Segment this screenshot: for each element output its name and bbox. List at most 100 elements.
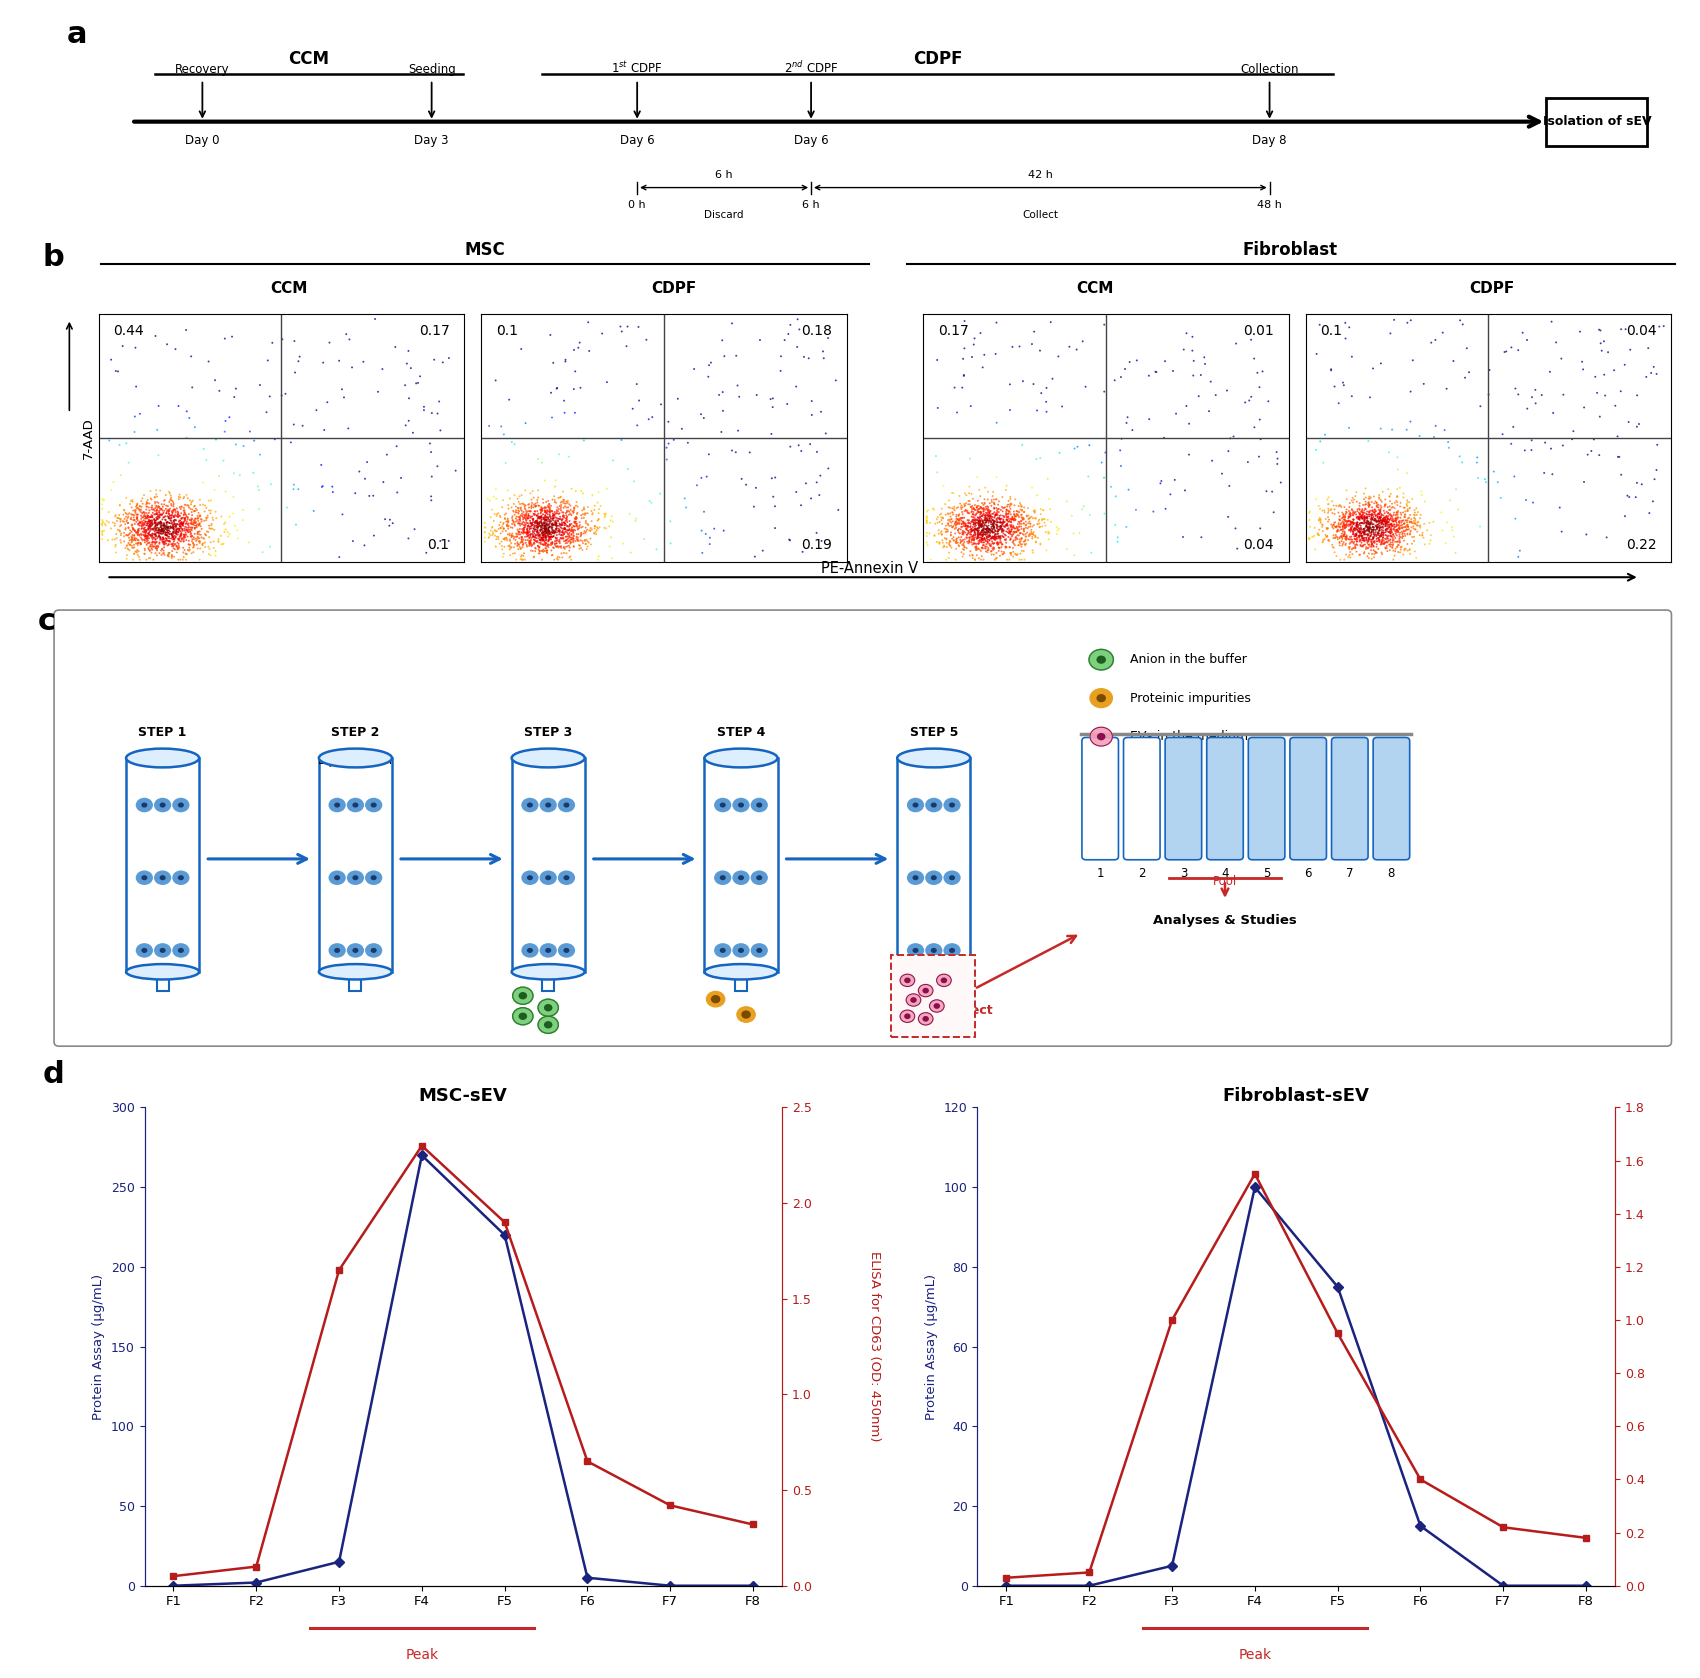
Point [937,495,964,522]
Text: 3: 3 [1180,868,1187,881]
Point [1022,505,1049,532]
Point [502,524,529,550]
Circle shape [736,1007,755,1022]
Point [184,520,211,547]
Point [994,507,1022,534]
Point [474,485,502,512]
Point [530,505,558,532]
Point [139,507,167,534]
Point [576,337,604,364]
Point [544,500,571,527]
Point [967,500,994,527]
Point [1350,500,1377,527]
Point [144,510,172,537]
Point [532,493,559,520]
Point [517,507,544,534]
Point [121,525,148,552]
Point [984,519,1012,545]
Point [945,505,972,532]
Point [510,503,537,530]
Point [994,519,1022,545]
Point [564,515,592,542]
Point [170,522,197,549]
Point [525,492,552,519]
Point [1365,497,1392,524]
Point [988,502,1015,529]
Point [1368,502,1396,529]
Point [505,495,532,522]
Circle shape [178,948,184,953]
Point [1028,513,1056,540]
Point [245,477,272,503]
Point [280,477,308,503]
Point [1365,513,1392,540]
Point [964,524,991,550]
Point [959,513,986,540]
Point [954,525,981,552]
Point [1115,477,1142,503]
Circle shape [172,797,189,812]
Point [928,510,955,537]
Point [512,492,539,519]
Point [955,529,983,555]
Point [1010,519,1037,545]
Point [1030,508,1057,535]
Point [955,529,983,555]
Point [1365,503,1392,530]
Point [507,545,534,572]
Point [143,500,170,527]
Point [1005,532,1032,559]
Point [1571,394,1598,421]
Point [510,530,537,557]
Point [134,520,162,547]
Point [153,482,180,508]
Point [984,513,1012,540]
Point [996,371,1023,398]
Point [162,503,189,530]
Point [207,503,235,530]
Point [959,495,986,522]
Point [1384,512,1411,539]
Point [410,396,437,423]
Point [1387,505,1414,532]
Point [1006,497,1034,524]
Circle shape [178,876,184,881]
Point [536,527,563,554]
Point [503,547,530,574]
Point [949,505,976,532]
Point [1363,522,1391,549]
Point [143,535,170,562]
Text: STEP 5: STEP 5 [910,727,959,740]
Point [513,505,541,532]
Point [178,487,206,513]
Point [998,515,1025,542]
Point [1622,483,1649,510]
Point [977,540,1005,567]
Point [537,513,564,540]
Point [172,522,199,549]
Point [551,508,578,535]
Point [1341,529,1368,555]
Point [173,503,201,530]
Point [471,519,498,545]
Point [1423,413,1450,440]
Point [981,487,1008,513]
Point [532,527,559,554]
Point [1341,483,1368,510]
Point [570,493,597,520]
Point [1338,495,1365,522]
Point [1377,505,1404,532]
Point [515,530,542,557]
Point [163,529,190,555]
Point [998,542,1025,569]
Point [1355,510,1382,537]
Point [566,329,593,356]
Point [483,500,510,527]
Point [529,519,556,545]
Point [913,505,940,532]
Point [360,522,388,549]
Point [1192,351,1219,378]
Point [935,507,962,534]
Point [491,534,518,560]
Circle shape [563,948,570,953]
